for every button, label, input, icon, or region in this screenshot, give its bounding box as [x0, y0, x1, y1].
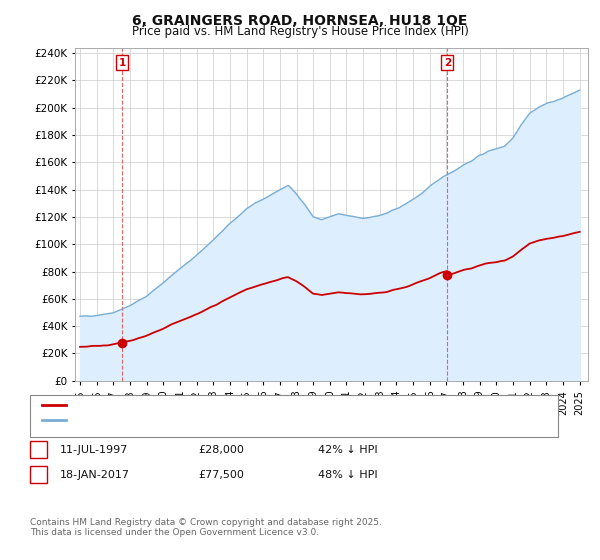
Text: 48% ↓ HPI: 48% ↓ HPI — [318, 470, 377, 480]
Text: Contains HM Land Registry data © Crown copyright and database right 2025.
This d: Contains HM Land Registry data © Crown c… — [30, 518, 382, 538]
Text: 18-JAN-2017: 18-JAN-2017 — [60, 470, 130, 480]
Text: 2: 2 — [443, 58, 451, 68]
Text: HPI: Average price, semi-detached house, East Riding of Yorkshire: HPI: Average price, semi-detached house,… — [72, 415, 416, 425]
Text: Price paid vs. HM Land Registry's House Price Index (HPI): Price paid vs. HM Land Registry's House … — [131, 25, 469, 38]
Text: £77,500: £77,500 — [198, 470, 244, 480]
Text: 1: 1 — [35, 445, 42, 455]
Text: 6, GRAINGERS ROAD, HORNSEA, HU18 1QE (semi-detached house): 6, GRAINGERS ROAD, HORNSEA, HU18 1QE (se… — [72, 400, 421, 410]
Text: 6, GRAINGERS ROAD, HORNSEA, HU18 1QE: 6, GRAINGERS ROAD, HORNSEA, HU18 1QE — [133, 14, 467, 28]
Text: 2: 2 — [35, 470, 42, 480]
Text: 11-JUL-1997: 11-JUL-1997 — [60, 445, 128, 455]
Text: 42% ↓ HPI: 42% ↓ HPI — [318, 445, 377, 455]
Text: 1: 1 — [119, 58, 126, 68]
Text: £28,000: £28,000 — [198, 445, 244, 455]
